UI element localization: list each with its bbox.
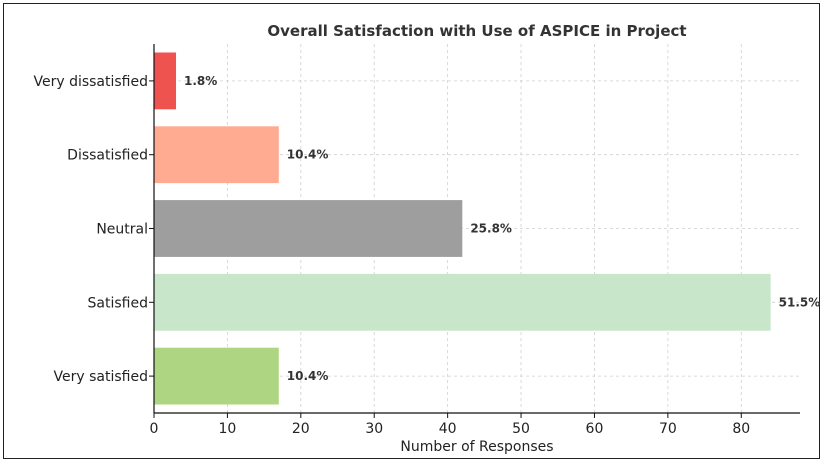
data-label-satisfied: 51.5% bbox=[779, 295, 821, 309]
x-tick-label-20: 20 bbox=[292, 421, 310, 437]
data-label-neutral: 25.8% bbox=[470, 222, 512, 236]
category-label-satisfied: Satisfied bbox=[88, 295, 148, 311]
bar-neutral bbox=[154, 200, 463, 257]
grid-lines bbox=[154, 44, 800, 413]
category-labels: Very dissatisfied Dissatisfied Neutral Sati… bbox=[33, 74, 148, 385]
x-tick-label-80: 80 bbox=[732, 421, 750, 437]
category-label-dissatisfied: Dissatisfied bbox=[67, 148, 148, 164]
axes bbox=[149, 44, 800, 418]
bar-dissatisfied bbox=[154, 126, 279, 184]
chart-title: Overall Satisfaction with Use of ASPICE … bbox=[267, 22, 686, 40]
x-tick-label-50: 50 bbox=[512, 421, 530, 437]
bar-satisfied bbox=[154, 273, 771, 331]
x-axis-label: Number of Responses bbox=[400, 439, 553, 455]
data-labels: 1.8% 10.4% 25.8% 51.5% 10.4% bbox=[184, 74, 820, 383]
bar-very-dissatisfied bbox=[154, 52, 177, 110]
bars bbox=[154, 52, 771, 405]
x-tick-label-60: 60 bbox=[586, 421, 604, 437]
x-tick-labels: 0 10 20 30 40 50 60 70 80 bbox=[150, 421, 751, 437]
x-tick-label-0: 0 bbox=[150, 421, 159, 437]
category-label-very-satisfied: Very satisfied bbox=[54, 369, 148, 385]
x-tick-label-10: 10 bbox=[218, 421, 236, 437]
data-label-very-dissatisfied: 1.8% bbox=[184, 74, 217, 88]
x-tick-label-30: 30 bbox=[365, 421, 383, 437]
x-tick-label-70: 70 bbox=[659, 421, 677, 437]
x-tick-label-40: 40 bbox=[439, 421, 457, 437]
category-label-very-dissatisfied: Very dissatisfied bbox=[33, 74, 148, 90]
data-label-dissatisfied: 10.4% bbox=[287, 148, 329, 162]
data-label-very-satisfied: 10.4% bbox=[287, 369, 329, 383]
category-label-neutral: Neutral bbox=[96, 222, 148, 238]
bar-very-satisfied bbox=[154, 347, 279, 405]
